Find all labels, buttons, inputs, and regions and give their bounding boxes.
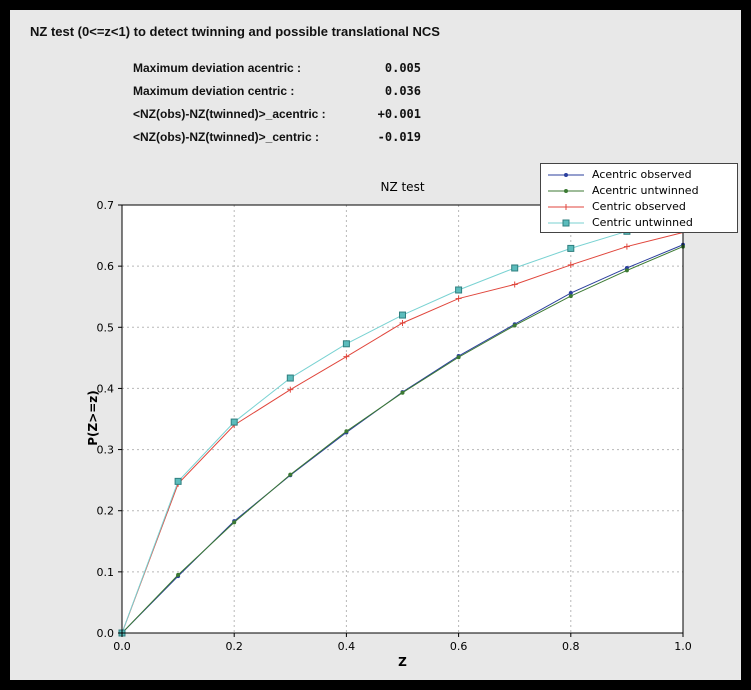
stat-label: Maximum deviation centric :	[133, 83, 295, 98]
legend-label: Acentric untwinned	[592, 183, 699, 197]
legend-item: Centric untwinned	[547, 214, 731, 230]
svg-text:1.0: 1.0	[674, 640, 692, 653]
legend-item: Acentric untwinned	[547, 182, 731, 198]
stat-value: +0.001	[377, 106, 421, 121]
stats-block: Maximum deviation acentric : 0.005 Maxim…	[133, 56, 421, 148]
stat-row: Maximum deviation acentric : 0.005	[133, 56, 421, 79]
svg-text:0.4: 0.4	[97, 382, 115, 395]
chart-legend: Acentric observed Acentric untwinned Cen…	[540, 163, 738, 233]
legend-line-sample	[547, 184, 585, 196]
legend-label: Centric untwinned	[592, 215, 693, 229]
legend-line-sample	[547, 168, 585, 180]
legend-item: Centric observed	[547, 198, 731, 214]
y-axis-label: P(Z>=z)	[86, 390, 100, 446]
stat-label: <NZ(obs)-NZ(twinned)>_acentric :	[133, 106, 326, 121]
chart-title: NZ test	[380, 180, 425, 194]
svg-text:0.0: 0.0	[113, 640, 131, 653]
svg-text:0.3: 0.3	[97, 444, 115, 457]
svg-text:0.8: 0.8	[562, 640, 580, 653]
svg-text:0.4: 0.4	[338, 640, 356, 653]
stat-value: 0.036	[384, 83, 421, 98]
plot-area: 0.0 0.2 0.4 0.6 0.8 1.0 0.0 0.1 0.2 0.3 0.4 0.5 0.6 0…	[97, 199, 692, 653]
svg-text:0.2: 0.2	[225, 640, 243, 653]
stat-row: Maximum deviation centric : 0.036	[133, 79, 421, 102]
svg-text:0.0: 0.0	[97, 627, 115, 640]
stat-row: <NZ(obs)-NZ(twinned)>_acentric : +0.001	[133, 102, 421, 125]
svg-text:0.2: 0.2	[97, 505, 115, 518]
legend-label: Centric observed	[592, 199, 686, 213]
svg-text:0.6: 0.6	[97, 260, 115, 273]
svg-text:0.7: 0.7	[97, 199, 115, 212]
app-window: NZ test (0<=z<1) to detect twinning and …	[10, 10, 741, 680]
page-title: NZ test (0<=z<1) to detect twinning and …	[30, 24, 440, 39]
stat-value: 0.005	[384, 60, 421, 75]
legend-item: Acentric observed	[547, 166, 731, 182]
stat-label: Maximum deviation acentric :	[133, 60, 302, 75]
stat-label: <NZ(obs)-NZ(twinned)>_centric :	[133, 129, 320, 144]
stat-row: <NZ(obs)-NZ(twinned)>_centric : -0.019	[133, 125, 421, 148]
svg-text:0.5: 0.5	[97, 321, 115, 334]
nz-test-chart: NZ test 0.0 0.2 0.4 0.6 0.8 1.0 0.0 0.1 0.2 0.3 0.…	[10, 150, 741, 680]
legend-line-sample	[547, 200, 585, 212]
legend-line-sample	[547, 216, 585, 228]
stat-value: -0.019	[377, 129, 421, 144]
svg-text:0.1: 0.1	[97, 566, 115, 579]
x-axis-label: Z	[398, 655, 407, 669]
svg-text:0.6: 0.6	[450, 640, 468, 653]
legend-label: Acentric observed	[592, 167, 692, 181]
